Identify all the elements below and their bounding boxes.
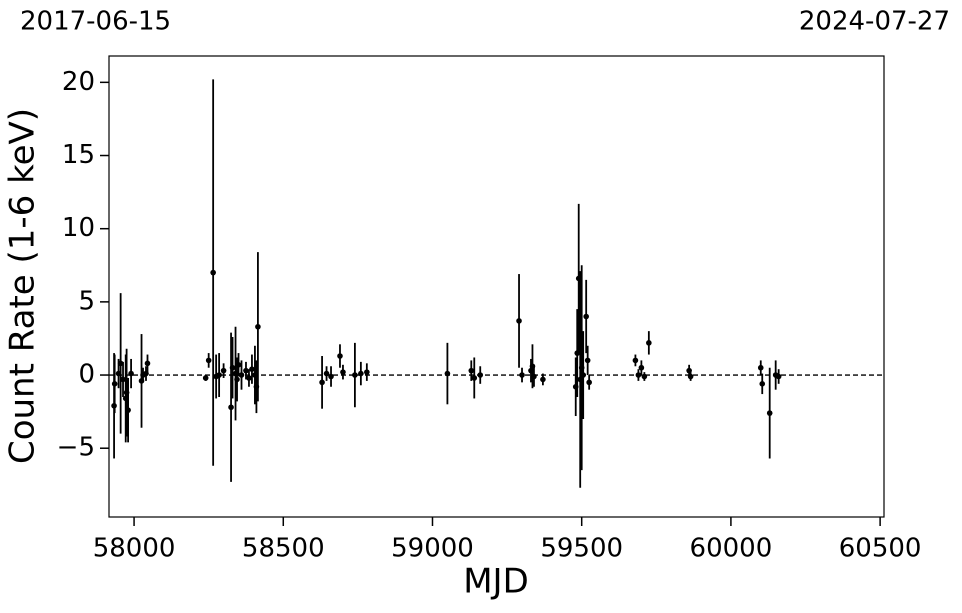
data-point xyxy=(516,318,522,324)
x-tick-label: 60000 xyxy=(690,534,773,564)
data-point xyxy=(646,340,652,346)
data-point xyxy=(323,370,330,377)
data-point xyxy=(235,361,242,368)
data-point xyxy=(580,372,586,378)
data-point xyxy=(638,364,645,371)
x-tick-label: 58500 xyxy=(242,534,325,564)
data-point xyxy=(229,364,236,371)
data-point xyxy=(687,373,694,380)
data-point xyxy=(337,353,343,359)
data-point xyxy=(586,379,592,386)
data-point xyxy=(238,372,245,378)
data-point xyxy=(216,372,222,378)
data-point xyxy=(202,375,209,381)
data-point xyxy=(246,375,252,381)
data-point xyxy=(540,376,546,383)
y-tick-label: 10 xyxy=(62,213,95,243)
data-point xyxy=(111,381,118,387)
data-point xyxy=(766,410,773,416)
data-point xyxy=(328,373,334,380)
data-point xyxy=(775,373,782,380)
data-point xyxy=(352,372,358,378)
data-point xyxy=(228,404,234,411)
data-point xyxy=(584,357,591,364)
y-tick-label: −5 xyxy=(57,433,95,463)
data-point xyxy=(120,376,126,383)
data-point xyxy=(220,367,227,374)
data-point xyxy=(471,375,478,381)
y-tick-label: 5 xyxy=(78,286,95,316)
data-point xyxy=(125,407,131,413)
x-tick-label: 59000 xyxy=(391,534,474,564)
y-tick-label: 20 xyxy=(62,67,95,97)
end-date: 2024-07-27 xyxy=(799,7,950,37)
x-tick-label: 59500 xyxy=(540,534,623,564)
start-date: 2017-06-15 xyxy=(20,7,171,37)
data-point xyxy=(128,370,134,377)
y-tick-label: 15 xyxy=(62,140,95,170)
data-point xyxy=(468,367,475,374)
data-point xyxy=(205,357,212,364)
data-point xyxy=(583,313,589,320)
data-point xyxy=(249,366,255,372)
data-point xyxy=(759,381,766,387)
data-point xyxy=(632,357,639,364)
data-point xyxy=(143,370,149,377)
data-point xyxy=(340,369,346,375)
x-tick-label: 58000 xyxy=(93,534,176,564)
data-point xyxy=(641,373,648,380)
data-point xyxy=(364,369,370,375)
data-point xyxy=(144,360,151,367)
data-point xyxy=(319,379,325,386)
data-point xyxy=(477,372,484,378)
x-tick-label: 60500 xyxy=(839,534,922,564)
data-point xyxy=(635,372,642,378)
data-point xyxy=(519,372,525,378)
y-tick-label: 0 xyxy=(78,360,95,390)
x-axis-label: MJD xyxy=(463,562,529,602)
plot-frame xyxy=(108,55,885,518)
data-point xyxy=(117,360,124,367)
data-point xyxy=(757,364,764,371)
data-point xyxy=(243,367,249,374)
data-point xyxy=(686,367,692,374)
data-point xyxy=(358,370,364,377)
data-point xyxy=(210,269,216,276)
y-axis-label: Count Rate (1-6 keV) xyxy=(3,108,43,464)
data-point xyxy=(234,376,240,383)
data-point xyxy=(531,373,537,380)
data-point xyxy=(444,370,451,377)
data-point xyxy=(255,323,261,330)
